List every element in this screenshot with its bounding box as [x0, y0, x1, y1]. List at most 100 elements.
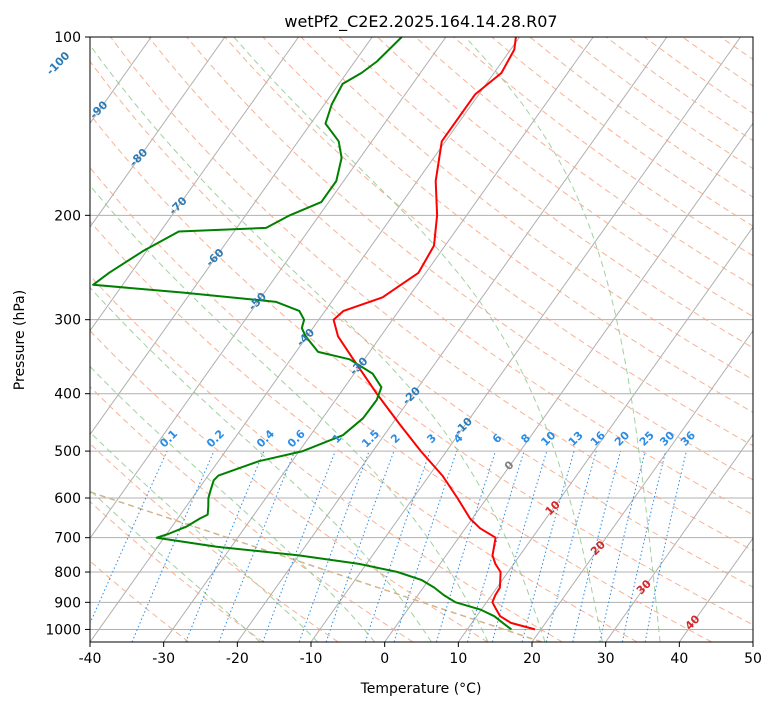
mixing-ratio-line: [521, 450, 575, 642]
dry-adiabat-line: [148, 37, 753, 516]
mixing-ratio-label: 16: [588, 428, 608, 448]
dry-adiabat-line: [491, 37, 753, 227]
isotherm-label: -30: [347, 354, 370, 377]
mixing-ratio-label: 8: [518, 431, 533, 446]
mixing-ratio-line: [621, 450, 667, 642]
dry-adiabat-line: [90, 274, 563, 642]
dry-adiabat-line: [90, 166, 712, 642]
moist-adiabat-line: [90, 365, 376, 642]
y-tick-label: 900: [54, 595, 81, 611]
y-tick-label: 300: [54, 313, 81, 329]
mixing-ratio-line: [467, 450, 525, 642]
isotherm-label: -100: [44, 49, 73, 78]
profile-lines: [92, 37, 536, 631]
mixing-ratio-line: [545, 450, 597, 642]
isotherm-label: 10: [543, 498, 563, 518]
chart-title: wetPf2_C2E2.2025.164.14.28.R07: [284, 12, 557, 32]
x-tick-label: 0: [380, 651, 389, 667]
isotherm-label: 0: [502, 458, 517, 473]
x-tick-label: 20: [523, 651, 541, 667]
isotherm-label: -80: [127, 146, 150, 169]
isotherm-line: [310, 37, 741, 642]
isotherm-line: [236, 37, 668, 642]
dry-adiabat-line: [720, 37, 753, 60]
moist-adiabat-line: [90, 489, 261, 642]
mixing-ratio-line: [364, 450, 431, 642]
isotherm-line: [90, 37, 447, 540]
dry-adiabat-line: [90, 385, 414, 642]
isotherm-line: [605, 433, 753, 642]
x-tick-label: 10: [449, 651, 467, 667]
reference-curve-line: [90, 491, 543, 642]
mixing-ratio-line: [131, 450, 215, 642]
background-lines: [0, 37, 775, 642]
plot-frame: [89, 36, 754, 643]
mixing-ratio-label: 30: [657, 428, 677, 448]
x-tick-label: 30: [597, 651, 615, 667]
mixing-ratio-label: 0.2: [204, 427, 227, 450]
moist-adiabat-line: [90, 184, 489, 642]
moist-adiabat-line: [90, 286, 432, 642]
dry-adiabat-line: [90, 60, 753, 588]
mixing-ratio-label: 10: [538, 428, 558, 448]
mixing-ratio-line: [298, 450, 370, 642]
dry-adiabat-line: [90, 442, 339, 642]
mixing-ratio-label: 20: [612, 428, 632, 448]
y-tick-label: 400: [54, 387, 81, 403]
y-tick-label: 500: [54, 444, 81, 460]
temperature-line: [332, 37, 536, 631]
y-axis-label: Pressure (hPa): [12, 290, 28, 390]
moist-adiabat-line: [90, 431, 319, 642]
isotherm-line: [752, 641, 753, 642]
isotherm-line: [90, 37, 299, 332]
x-tick-label: -10: [300, 651, 323, 667]
mixing-ratio-label: 2: [388, 431, 403, 446]
dry-adiabat-line: [90, 330, 488, 642]
y-tick-label: 200: [54, 208, 81, 224]
mixing-ratio-label: 1: [330, 431, 345, 446]
x-axis-label: Temperature (°C): [360, 681, 482, 697]
isotherm-label: -20: [400, 384, 423, 407]
mixing-ratio-line: [185, 450, 265, 642]
mixing-ratio-line: [325, 450, 395, 642]
mixing-ratio-label: 1.5: [359, 427, 382, 450]
isotherm-label: -50: [246, 290, 269, 313]
dry-adiabat-line: [338, 37, 753, 349]
mixing-ratio-label: 3: [424, 431, 439, 446]
mixing-ratio-label: 13: [566, 429, 586, 449]
isotherm-line: [531, 329, 753, 642]
isotherm-label: 20: [588, 538, 608, 558]
x-tick-label: -30: [152, 651, 175, 667]
isotherm-line: [384, 122, 753, 642]
isotherm-label: 30: [634, 577, 654, 597]
isotherm-line: [90, 37, 373, 436]
moist-adiabat-line: [464, 37, 661, 642]
mixing-ratio-line: [435, 450, 496, 642]
isotherm-label: -60: [203, 246, 226, 269]
dry-adiabat-line: [186, 37, 753, 481]
x-tick-label: -20: [226, 651, 249, 667]
y-tick-label: 800: [54, 565, 81, 581]
dry-adiabat-line: [110, 37, 753, 552]
dry-adiabat-line: [682, 37, 753, 87]
moist-adiabat-line: [233, 37, 603, 642]
mixing-ratio-label: 0.6: [285, 427, 308, 450]
mixing-ratio-line: [644, 450, 687, 642]
x-tick-label: 50: [744, 651, 762, 667]
dry-adiabat-line: [90, 220, 638, 642]
mixing-ratio-label: 25: [637, 429, 657, 449]
mixing-ratio-line: [599, 450, 646, 642]
y-tick-label: 600: [54, 491, 81, 507]
y-tick-label: 700: [54, 531, 81, 547]
isotherm-line: [90, 37, 520, 642]
dry-adiabat-line: [90, 500, 264, 642]
moist-adiabat-line: [90, 44, 546, 642]
isotherm-label: -70: [166, 194, 189, 217]
x-tick-label: -40: [79, 651, 102, 667]
mixing-ratio-line: [572, 450, 621, 642]
mixing-ratio-line: [90, 450, 168, 625]
isotherm-line: [0, 37, 4, 642]
dry-adiabat-line: [759, 37, 775, 642]
dewpoint-line: [92, 37, 513, 631]
